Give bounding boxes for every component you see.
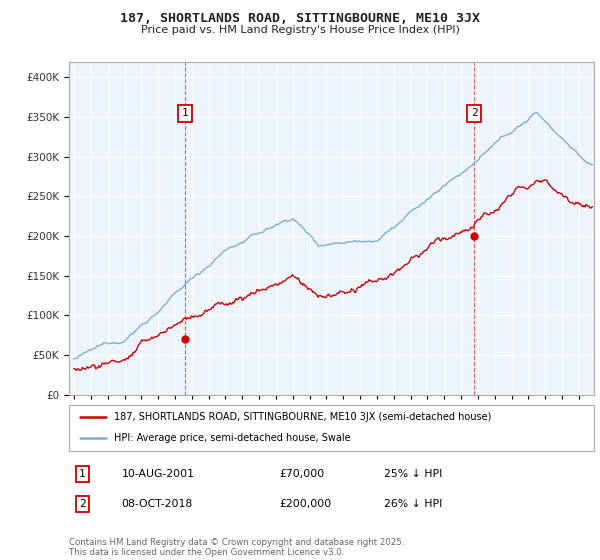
Text: 2: 2 [471, 108, 478, 118]
Text: Contains HM Land Registry data © Crown copyright and database right 2025.
This d: Contains HM Land Registry data © Crown c… [69, 538, 404, 557]
Text: £200,000: £200,000 [279, 499, 331, 509]
Text: 2: 2 [79, 499, 86, 509]
Text: 25% ↓ HPI: 25% ↓ HPI [384, 469, 442, 479]
Text: HPI: Average price, semi-detached house, Swale: HPI: Average price, semi-detached house,… [113, 433, 350, 444]
Text: Price paid vs. HM Land Registry's House Price Index (HPI): Price paid vs. HM Land Registry's House … [140, 25, 460, 35]
Text: 1: 1 [79, 469, 86, 479]
Text: 10-AUG-2001: 10-AUG-2001 [121, 469, 194, 479]
Text: 187, SHORTLANDS ROAD, SITTINGBOURNE, ME10 3JX: 187, SHORTLANDS ROAD, SITTINGBOURNE, ME1… [120, 12, 480, 25]
Text: £70,000: £70,000 [279, 469, 324, 479]
Text: 187, SHORTLANDS ROAD, SITTINGBOURNE, ME10 3JX (semi-detached house): 187, SHORTLANDS ROAD, SITTINGBOURNE, ME1… [113, 412, 491, 422]
Text: 26% ↓ HPI: 26% ↓ HPI [384, 499, 442, 509]
Text: 08-OCT-2018: 08-OCT-2018 [121, 499, 193, 509]
Text: 1: 1 [182, 108, 188, 118]
